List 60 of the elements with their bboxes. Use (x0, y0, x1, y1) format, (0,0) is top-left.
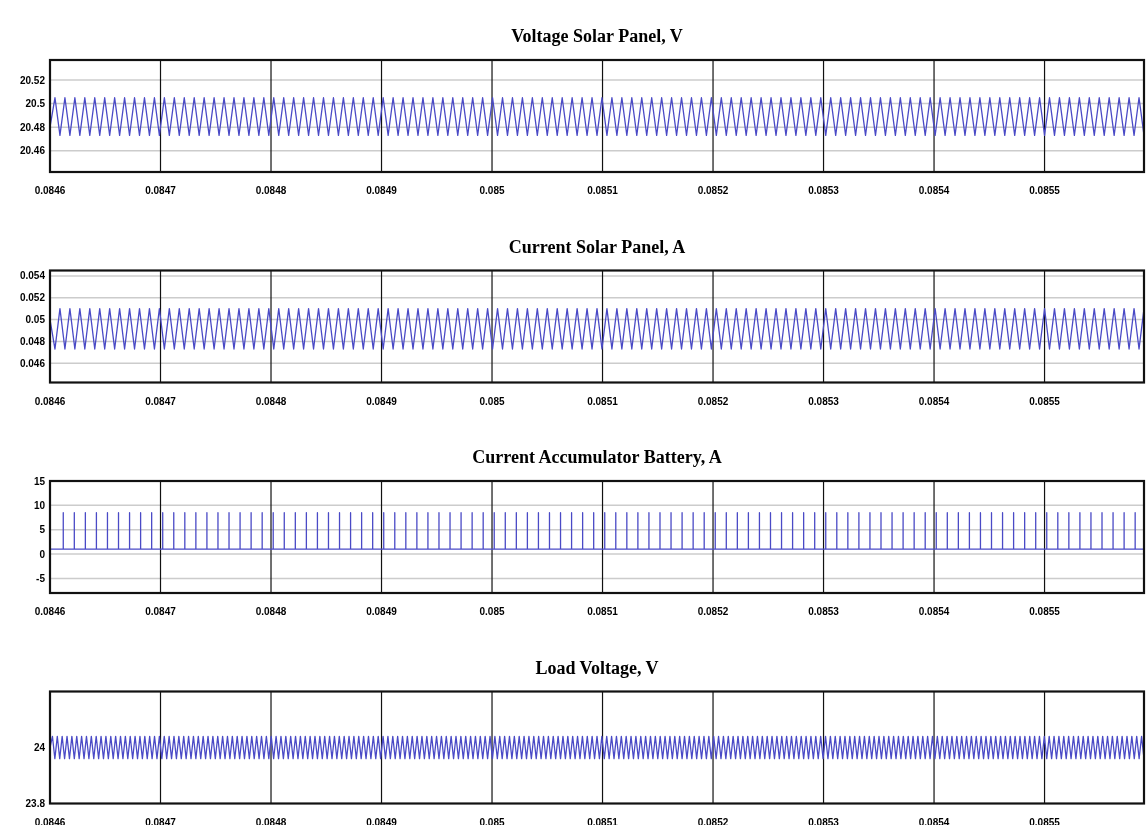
y-tick-label: 20.46 (19, 145, 46, 157)
x-tick-label: 0.0849 (366, 395, 398, 407)
x-tick-label: 0.0854 (918, 395, 950, 407)
y-tick-label: 0 (39, 548, 46, 560)
chart-title: Current Accumulator Battery, A (472, 447, 722, 467)
y-tick-label: 0.046 (19, 357, 46, 369)
y-tick-label: 23.8 (25, 798, 46, 809)
y-tick-label: 20.52 (19, 74, 46, 86)
x-tick-label: 0.0851 (587, 816, 619, 825)
x-tick-label: 0.0855 (1029, 606, 1061, 617)
y-tick-label: 0.048 (19, 335, 46, 347)
x-tick-label: 0.0854 (918, 606, 950, 617)
x-tick-label: 0.0847 (145, 606, 177, 617)
x-tick-label: 0.0848 (255, 395, 287, 407)
x-tick-label: 0.0852 (697, 606, 729, 617)
x-tick-label: 0.0847 (145, 816, 177, 825)
x-tick-label: 0.085 (479, 816, 505, 825)
x-tick-label: 0.0848 (255, 185, 287, 196)
y-tick-label: 20.48 (19, 121, 46, 133)
chart-title: Voltage Solar Panel, V (511, 26, 683, 46)
y-tick-label: 24 (33, 742, 46, 753)
y-tick-label: 0.05 (25, 314, 46, 326)
x-tick-label: 0.0853 (808, 185, 840, 196)
x-tick-label: 0.0848 (255, 606, 287, 617)
x-tick-label: 0.0848 (255, 816, 287, 825)
x-tick-label: 0.0853 (808, 816, 840, 825)
chart-title: Current Solar Panel, A (508, 236, 686, 257)
x-tick-label: 0.0849 (366, 185, 398, 196)
x-tick-label: 0.0846 (34, 395, 66, 407)
x-tick-label: 0.0849 (366, 816, 398, 825)
y-tick-label: 15 (33, 475, 46, 487)
x-tick-label: 0.0855 (1029, 395, 1061, 407)
chart-title: Load Voltage, V (535, 657, 659, 678)
x-tick-label: 0.0852 (697, 816, 729, 825)
x-tick-label: 0.0855 (1029, 816, 1061, 825)
x-tick-label: 0.0851 (587, 185, 619, 196)
x-tick-label: 0.085 (479, 395, 505, 407)
x-tick-label: 0.085 (479, 606, 505, 617)
x-tick-label: 0.0847 (145, 185, 177, 196)
y-tick-label: 20.5 (25, 98, 46, 110)
y-tick-label: 0.054 (19, 270, 46, 282)
y-tick-label: 10 (33, 499, 46, 511)
x-tick-label: 0.0846 (34, 185, 66, 196)
y-tick-label: -5 (36, 572, 46, 584)
x-tick-label: 0.0852 (697, 185, 729, 196)
y-tick-label: 5 (39, 524, 46, 536)
x-tick-label: 0.0853 (808, 606, 840, 617)
x-tick-label: 0.0855 (1029, 185, 1061, 196)
y-tick-label: 0.052 (19, 292, 46, 304)
x-tick-label: 0.085 (479, 185, 505, 196)
x-tick-label: 0.0851 (587, 395, 619, 407)
x-tick-label: 0.0854 (918, 185, 950, 196)
x-tick-label: 0.0853 (808, 395, 840, 407)
x-tick-label: 0.0849 (366, 606, 398, 617)
x-tick-label: 0.0846 (34, 816, 66, 825)
x-tick-label: 0.0854 (918, 816, 950, 825)
x-tick-label: 0.0851 (587, 606, 619, 617)
x-tick-label: 0.0852 (697, 395, 729, 407)
x-tick-label: 0.0846 (34, 606, 66, 617)
x-tick-label: 0.0847 (145, 395, 177, 407)
